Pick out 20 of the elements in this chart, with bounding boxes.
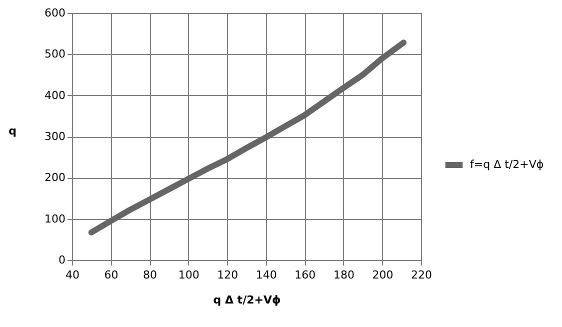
x-tick-label: 40 [66,268,80,282]
y-tick-label: 200 [44,171,66,184]
y-tick-label: 0 [58,254,66,266]
x-tick-label: 120 [217,268,238,282]
x-axis-title: q Δ t/2+Vϕ [213,294,281,306]
x-tick-label: 80 [143,268,158,282]
y-axis-title: q [8,124,16,138]
y-tick-label: 300 [44,130,66,143]
y-tick-label: 600 [44,6,66,20]
x-tick-label: 160 [294,268,316,282]
x-tick-label: 140 [256,268,277,282]
x-tick-label: 220 [411,268,432,282]
x-tick-label: 60 [104,268,118,282]
x-tick-label: 200 [372,268,394,282]
y-tick-label: 500 [44,48,66,61]
x-tick-label: 180 [333,268,354,282]
legend-label: f=q Δ t/2+Vϕ [470,158,544,171]
y-tick-label: 400 [44,88,66,102]
y-tick-label: 100 [44,212,66,226]
x-tick-label: 100 [178,268,200,282]
